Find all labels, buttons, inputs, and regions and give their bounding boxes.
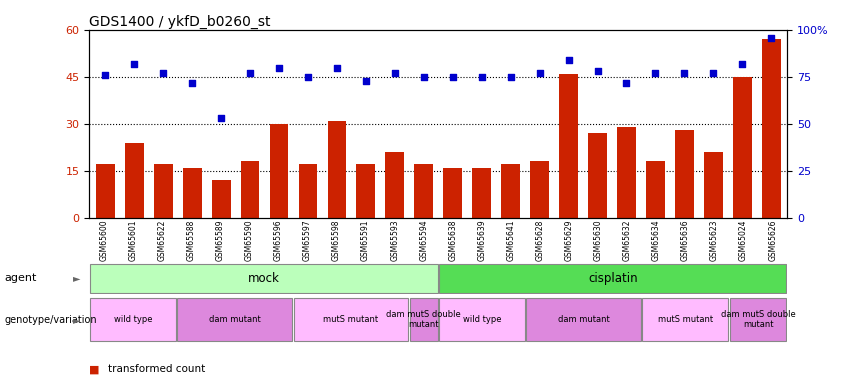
Text: GSM65600: GSM65600 [100,219,108,261]
Point [764,34,778,40]
Point [591,68,604,74]
Point [417,74,431,80]
Point [735,61,749,67]
Point [677,70,691,76]
Point [301,74,315,80]
Point [620,80,633,86]
Bar [177,298,292,341]
Bar [386,152,404,217]
Point [243,70,257,76]
Text: GSM65622: GSM65622 [157,219,167,261]
Bar [414,164,433,218]
Bar [646,161,665,218]
Bar [96,164,115,218]
Point [388,70,402,76]
Text: mock: mock [248,272,280,285]
Bar [125,142,144,218]
Text: dam mutant: dam mutant [557,315,609,324]
Bar [526,298,641,341]
Bar [733,77,751,218]
Text: ■: ■ [89,364,100,374]
Point [446,74,460,80]
Point [533,70,546,76]
Bar [90,298,176,341]
Text: GSM65590: GSM65590 [245,219,254,261]
Bar [439,264,786,293]
Text: GSM65639: GSM65639 [477,219,487,261]
Text: GSM65630: GSM65630 [594,219,603,261]
Point [562,57,575,63]
Bar [212,180,231,218]
Point [157,70,170,76]
Text: GSM65623: GSM65623 [710,219,719,261]
Bar [559,74,578,217]
Text: genotype/variation: genotype/variation [4,315,97,325]
Bar [410,298,437,341]
Text: GSM65634: GSM65634 [652,219,661,261]
Text: GSM65593: GSM65593 [390,219,399,261]
Text: GSM65591: GSM65591 [361,219,370,261]
Point [359,78,373,84]
Bar [443,168,462,217]
Text: GSM65636: GSM65636 [681,219,690,261]
Bar [357,164,375,218]
Text: GSM65632: GSM65632 [623,219,631,261]
Text: GSM65596: GSM65596 [274,219,283,261]
Text: GSM65601: GSM65601 [129,219,138,261]
Text: mutS mutant: mutS mutant [323,315,379,324]
Text: wild type: wild type [463,315,501,324]
Text: GSM65626: GSM65626 [768,219,777,261]
Point [186,80,199,86]
Text: GSM65638: GSM65638 [448,219,457,261]
Point [272,64,286,70]
Point [214,115,228,121]
Bar [154,164,173,218]
Text: GSM65628: GSM65628 [535,219,545,261]
Point [128,61,141,67]
Text: GSM65589: GSM65589 [215,219,225,261]
Text: transformed count: transformed count [108,364,205,374]
Bar [472,168,491,217]
Bar [643,298,728,341]
Bar [241,161,260,218]
Bar [704,152,722,217]
Bar [90,264,437,293]
Point [706,70,720,76]
Bar [299,164,317,218]
Point [475,74,488,80]
Bar [588,133,607,218]
Text: GSM65629: GSM65629 [564,219,574,261]
Text: wild type: wild type [114,315,152,324]
Text: dam mutS double
mutant: dam mutS double mutant [721,310,796,329]
Bar [328,121,346,218]
Text: GSM65597: GSM65597 [303,219,312,261]
Text: GSM65594: GSM65594 [420,219,428,261]
Text: GSM65641: GSM65641 [506,219,516,261]
Text: GSM65588: GSM65588 [186,219,196,261]
Point [648,70,662,76]
Text: ►: ► [73,315,80,325]
Bar [675,130,694,218]
Point [330,64,344,70]
Text: dam mutant: dam mutant [208,315,260,324]
Bar [439,298,525,341]
Text: agent: agent [4,273,37,284]
Bar [530,161,549,218]
Bar [183,168,202,217]
Text: GDS1400 / ykfD_b0260_st: GDS1400 / ykfD_b0260_st [89,15,271,29]
Point [504,74,517,80]
Text: ►: ► [73,273,80,284]
Text: GSM65598: GSM65598 [332,219,341,261]
Text: GSM65024: GSM65024 [739,219,748,261]
Bar [294,298,408,341]
Text: mutS mutant: mutS mutant [658,315,713,324]
Bar [762,39,780,218]
Bar [617,127,636,218]
Bar [729,298,786,341]
Text: dam mutS double
mutant: dam mutS double mutant [386,310,461,329]
Bar [501,164,520,218]
Text: cisplatin: cisplatin [588,272,637,285]
Bar [270,124,288,218]
Point [99,72,112,78]
